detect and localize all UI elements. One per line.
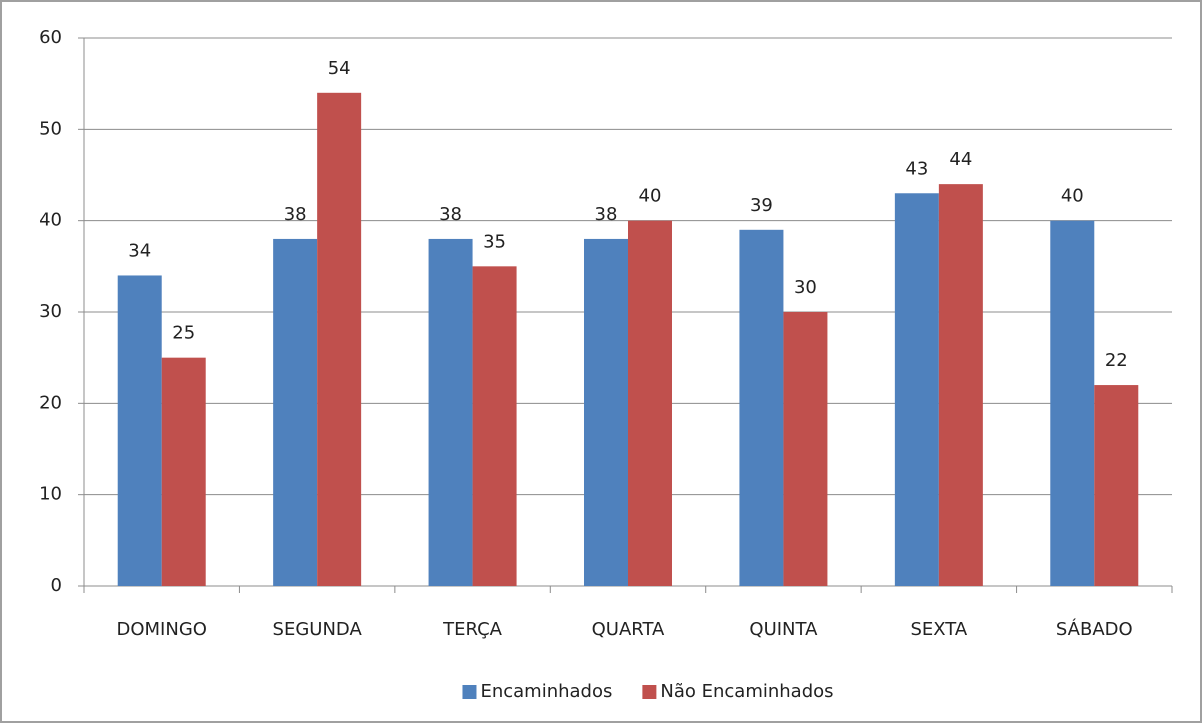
data-label: 43 [905,158,928,179]
y-tick-label: 20 [39,392,62,413]
data-label: 25 [172,323,195,344]
y-tick-label: 60 [39,27,62,48]
legend-label: Não Encaminhados [660,681,833,702]
bar [428,238,473,586]
bar [894,193,939,586]
data-label: 39 [750,195,773,216]
data-label: 40 [1061,186,1084,207]
bar [1094,385,1139,586]
data-label: 30 [794,277,817,298]
data-label: 38 [284,204,307,225]
x-tick-label: TERÇA [442,619,503,640]
x-tick-label: SEGUNDA [273,619,363,640]
bar [584,238,628,586]
data-label: 34 [128,240,151,261]
bar [161,357,206,586]
y-tick-label: 40 [39,210,62,231]
y-tick-label: 10 [39,484,62,505]
bar [783,312,828,586]
bar [273,238,318,586]
y-tick-label: 30 [39,301,62,322]
x-tick-label: SEXTA [910,619,967,640]
bar [472,266,517,586]
bar [317,92,362,587]
legend-swatch [642,685,657,699]
x-tick-label: QUINTA [749,619,818,640]
data-label: 54 [328,58,351,79]
bar [739,229,784,587]
bar [938,184,983,586]
bar [1050,220,1095,586]
data-label: 22 [1105,350,1128,371]
legend-swatch [462,685,477,699]
data-label: 38 [439,204,462,225]
y-tick-label: 0 [51,575,62,596]
x-tick-label: QUARTA [592,619,665,640]
data-label: 44 [949,149,972,170]
data-label: 40 [639,186,662,207]
data-label: 38 [595,204,618,225]
bar [628,220,672,586]
y-tick-label: 50 [39,118,62,139]
x-tick-label: SÁBADO [1056,618,1133,640]
data-label: 35 [483,231,506,252]
bar [117,275,162,586]
legend-label: Encaminhados [480,681,612,702]
x-tick-label: DOMINGO [116,619,206,640]
